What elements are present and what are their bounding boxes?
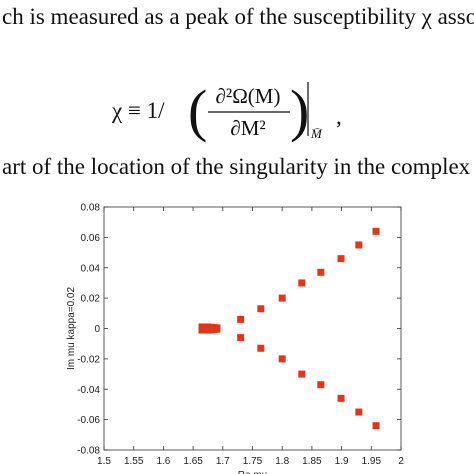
x-tick-label: 1.9 <box>335 456 349 467</box>
x-tick-label: 1.75 <box>243 456 263 467</box>
paren: ( <box>188 78 207 143</box>
point <box>278 294 286 302</box>
point <box>278 355 286 363</box>
equation-subscript: M̄ <box>310 126 323 141</box>
point <box>355 408 363 416</box>
point <box>213 325 221 333</box>
point <box>337 255 345 263</box>
point <box>257 344 265 352</box>
x-tick-label: 1.55 <box>124 456 144 467</box>
y-tick-label: 0 <box>94 324 100 335</box>
x-tick-label: 1.8 <box>275 456 289 467</box>
paren: ) <box>290 78 309 143</box>
point <box>257 305 265 313</box>
point <box>317 268 325 276</box>
point <box>337 394 345 402</box>
x-tick-label: 2 <box>398 456 404 467</box>
y-tick-label: 0.04 <box>81 263 101 274</box>
point <box>317 381 325 389</box>
point <box>237 315 245 323</box>
equation-numerator: ∂²Ω(M) <box>216 84 281 108</box>
x-tick-label: 1.7 <box>216 456 230 467</box>
equation-denominator: ∂M² <box>230 116 265 140</box>
x-tick-label: 1.65 <box>183 456 203 467</box>
y-tick-label: -0.02 <box>77 354 100 365</box>
point <box>237 334 245 342</box>
equation-lhs: χ ≡ 1/ <box>111 98 165 123</box>
point <box>298 370 306 378</box>
body-text: art of the location of the singularity i… <box>2 154 474 179</box>
point <box>355 241 363 249</box>
body-text: ch is measured as a peak of the suscepti… <box>2 4 474 29</box>
y-axis-label: Im mu kappa=0.02 <box>66 287 77 371</box>
x-tick-label: 1.5 <box>97 456 111 467</box>
point <box>372 422 380 430</box>
x-axis-label: Re mu <box>238 470 267 474</box>
y-tick-label: 0.08 <box>81 203 101 214</box>
chart: -0.08 -0.06 -0.04 -0.02 0 0.02 0.04 0.06 0.08 1.5… <box>66 203 404 474</box>
y-tick-label: 0.02 <box>81 294 101 305</box>
y-tick-label: 0.06 <box>81 233 101 244</box>
x-tick-label: 1.95 <box>362 456 382 467</box>
point <box>372 227 380 235</box>
equation-trail: , <box>336 104 342 129</box>
x-tick-label: 1.85 <box>302 456 322 467</box>
y-tick-label: -0.04 <box>77 385 100 396</box>
y-tick-label: -0.08 <box>77 446 100 457</box>
point <box>298 279 306 287</box>
x-tick-label: 1.6 <box>156 456 170 467</box>
y-tick-label: -0.06 <box>77 415 100 426</box>
